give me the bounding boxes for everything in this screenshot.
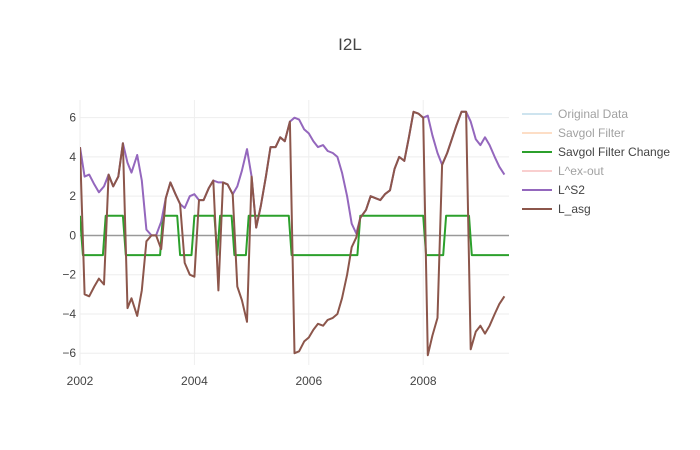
legend-label: Savgol Filter [558,126,625,140]
y-tick-label: 0 [69,228,76,242]
x-tick-label: 2006 [295,374,322,388]
y-tick-label: −2 [62,268,76,282]
legend-label: L^ex-out [558,164,604,178]
x-tick-label: 2002 [67,374,94,388]
legend-label: Savgol Filter Change [558,145,670,159]
legend-item-l-s2[interactable]: L^S2 [522,183,585,197]
y-tick-label: 4 [69,150,76,164]
y-tick-label: −6 [62,346,76,360]
x-axis-ticks: 2002 2004 2006 2008 [67,374,437,388]
series-line-l-asg [80,110,506,357]
y-tick-label: −4 [62,307,76,321]
legend[interactable]: Original Data Savgol Filter Savgol Filter … [522,107,670,216]
y-axis-ticks: −6 −4 −2 0 2 4 6 [62,111,76,361]
y-tick-label: 6 [69,111,76,125]
legend-item-original-data[interactable]: Original Data [522,107,628,121]
legend-item-savgol-filter-change[interactable]: Savgol Filter Change [522,145,670,159]
series-line-l-s2 [80,110,506,237]
legend-item-l-asg[interactable]: L_asg [522,202,591,216]
x-tick-label: 2004 [181,374,208,388]
x-tick-label: 2008 [410,374,437,388]
series-lines [80,110,509,357]
legend-item-savgol-filter[interactable]: Savgol Filter [522,126,625,140]
legend-item-l-ex-out[interactable]: L^ex-out [522,164,604,178]
legend-label: L_asg [558,202,591,216]
y-tick-label: 2 [69,189,76,203]
chart-title: I2L [338,35,362,54]
legend-label: L^S2 [558,183,585,197]
legend-label: Original Data [558,107,628,121]
